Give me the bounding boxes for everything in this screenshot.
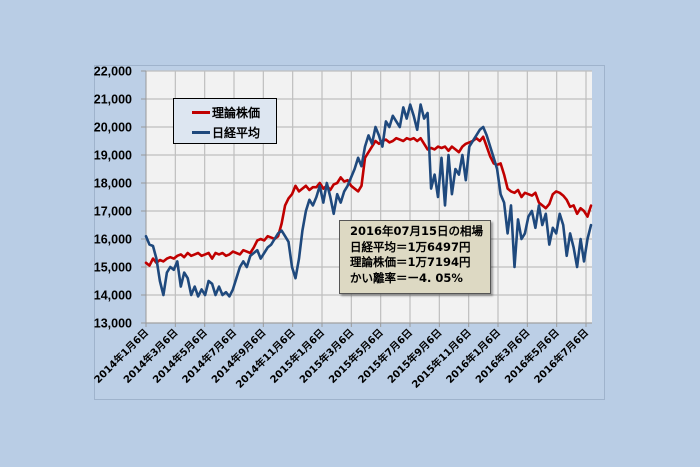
y-tick-label: 19,000 [94,149,132,163]
y-tick-label: 13,000 [94,317,132,331]
legend-label: 日経平均 [212,125,261,140]
y-axis: 13,000 14,000 15,000 16,000 17,000 18,000 19,0… [94,65,147,331]
annotation-date: 2016年07月15日の相場 [350,224,484,238]
data-series [144,103,593,298]
annotation-theoretical: 理論株価＝1万7194円 [350,255,471,269]
y-tick-label: 15,000 [94,261,132,275]
x-tick-label: 2014年1月6日 [91,326,151,386]
y-tick-label: 14,000 [94,289,132,303]
chart-legend: 理論株価 日経平均 [173,98,277,144]
y-tick-label: 17,000 [94,205,132,219]
y-tick-label: 21,000 [94,93,132,107]
legend-item-nikkei-average: 日経平均 [192,124,260,140]
y-tick-label: 16,000 [94,233,132,247]
market-annotation-box: 2016年07月15日の相場 日経平均＝1万6497円 理論株価＝1万7194円… [339,220,491,294]
x-axis: 2014年1月6日2014年3月6日2014年5月6日2014年7月6日2014… [91,322,592,391]
legend-item-theoretical-price: 理論株価 [192,104,260,120]
series-line [144,103,593,298]
legend-label: 理論株価 [212,105,261,120]
y-tick-label: 20,000 [94,121,132,135]
blue-line-swatch-icon [192,130,210,134]
y-tick-label: 18,000 [94,177,132,191]
series-line [144,135,593,267]
red-line-swatch-icon [192,110,210,114]
annotation-nikkei: 日経平均＝1万6497円 [350,239,471,254]
annotation-divergence: かい離率＝ー4. 05% [350,270,463,285]
y-tick-label: 22,000 [94,65,132,79]
